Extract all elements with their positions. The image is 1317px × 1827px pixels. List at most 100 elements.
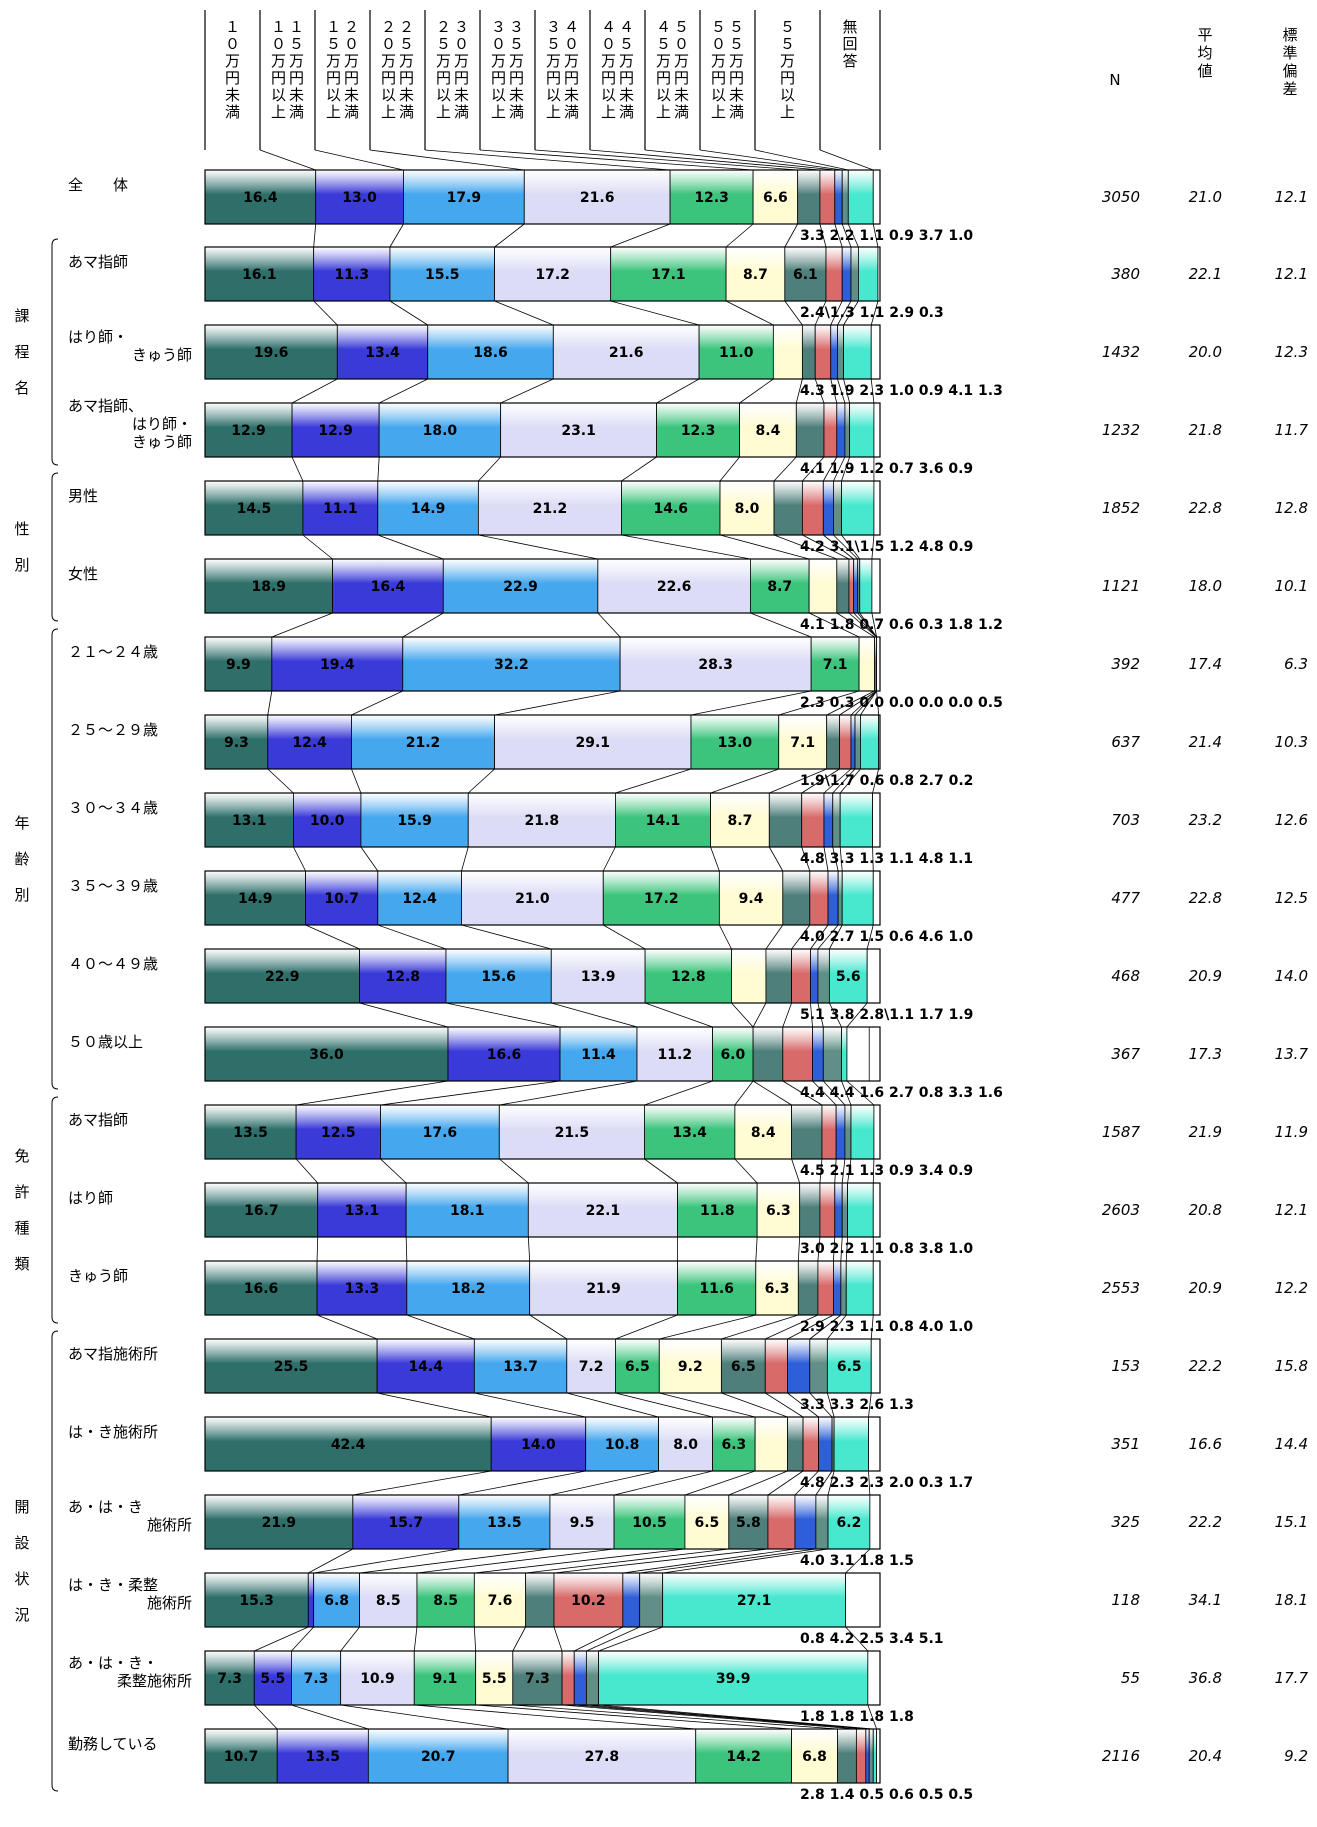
segment-value-label: 15.5 (425, 267, 460, 283)
row-label: きゅう師 (68, 1267, 128, 1285)
header-char: 未 (399, 86, 414, 104)
segment-value-label: 6.8 (802, 1749, 827, 1765)
header-char: １ (289, 18, 304, 36)
connector-line (313, 1548, 459, 1574)
header-char: 万 (344, 52, 359, 70)
segment-value-label: 32.2 (494, 657, 529, 673)
small-values-label: 4.1 1.9 1.2 0.7 3.6 0.9 (800, 461, 973, 477)
stat-mean: 22.8 (1189, 889, 1222, 907)
row-label: あマ指施術所 (68, 1345, 158, 1363)
stat-n: 637 (1111, 733, 1140, 751)
segment-value-label: 13.7 (503, 1359, 538, 1375)
connector-line (787, 1314, 834, 1340)
segment-value-label: 10.5 (632, 1515, 667, 1531)
connector-line (840, 1236, 843, 1262)
connector-line (340, 1704, 509, 1730)
header-char: 以 (711, 86, 726, 104)
bar-segment (475, 1650, 514, 1706)
segment-value-label: 18.2 (451, 1281, 486, 1297)
header-char: ０ (564, 35, 579, 53)
bar-segment (839, 714, 852, 770)
connector-line (752, 1080, 792, 1106)
header-char: 上 (381, 103, 396, 121)
small-values-label: 1.9\1.7 0.6 0.8 2.7 0.2 (800, 773, 973, 789)
bar-segment (734, 1104, 792, 1160)
connector-line (474, 1392, 586, 1418)
stats-row: 468 20.9 14.0 (1111, 967, 1308, 985)
connector-line (615, 1392, 713, 1418)
stats-row: 1432 20.0 12.3 (1102, 343, 1308, 361)
segment-value-label: 15.6 (481, 969, 516, 985)
header-char: ２ (381, 18, 396, 36)
stats-row: 477 22.8 12.5 (1111, 889, 1308, 907)
stat-n: 325 (1111, 1513, 1140, 1531)
connector-line (817, 1002, 824, 1028)
group-label-char: 類 (14, 1255, 29, 1273)
connector-line (860, 690, 877, 716)
bar-segment (841, 1182, 849, 1238)
header-char: ３ (454, 18, 469, 36)
bar-segment (553, 1572, 624, 1628)
connector-line (478, 534, 598, 560)
bar-segment (684, 1494, 730, 1550)
connector-line (308, 1548, 354, 1574)
segment-value-label: 14.2 (726, 1749, 761, 1765)
small-values-label: 4.2 3.1\1.5 1.2 4.8 0.9 (800, 539, 973, 555)
header-char: 以 (601, 86, 616, 104)
connector-line (589, 149, 820, 171)
connector-line (867, 1704, 878, 1730)
bar-segment (529, 1260, 678, 1316)
header-char: 円 (656, 69, 671, 87)
header-char: 万 (271, 52, 286, 70)
header-char: 円 (344, 69, 359, 87)
connector-line (534, 149, 798, 171)
segment-value-label: 28.3 (698, 657, 733, 673)
header-char: 以 (271, 86, 286, 104)
connector-line (845, 1236, 848, 1262)
header-char: ０ (454, 35, 469, 53)
header-char: 万 (564, 52, 579, 70)
header-char: 円 (491, 69, 506, 87)
connector-line (529, 1314, 568, 1340)
segment-value-label: 13.4 (672, 1125, 707, 1141)
connector-line (734, 1158, 758, 1184)
row-label-line: 柔整施術所 (117, 1672, 192, 1690)
connector-line (841, 223, 852, 248)
segment-value-label: 16.1 (242, 267, 277, 283)
header-char: 万 (619, 52, 634, 70)
bar-segment (819, 1182, 836, 1238)
segment-value-label: 21.2 (533, 501, 568, 517)
connector-line (380, 1080, 561, 1106)
row-label: あ・は・き施術所 (68, 1498, 192, 1534)
bar-segment (834, 1182, 843, 1238)
stat-mean: 22.2 (1189, 1513, 1222, 1531)
segment-value-label: 18.9 (252, 579, 287, 595)
connector-line (259, 149, 316, 171)
stat-mean: 22.2 (1189, 1357, 1222, 1375)
header-char: ２ (344, 18, 359, 36)
segment-value-label: 12.3 (681, 423, 716, 439)
connector-line (823, 534, 854, 560)
connector-line (819, 149, 874, 171)
stat-mean: 16.6 (1189, 1435, 1222, 1453)
group-label-char: 年 (14, 814, 29, 832)
bar-segment (490, 1416, 587, 1472)
connector-line (314, 149, 404, 171)
stat-sd: 14.0 (1275, 967, 1308, 985)
connector-line (574, 1626, 624, 1652)
bar-segment (854, 714, 861, 770)
bar-segment (725, 246, 786, 302)
stats-row: 153 22.2 15.8 (1111, 1357, 1308, 1375)
small-values-label: 4.4 4.4 1.6 2.7 0.8 3.3 1.6 (800, 1085, 1003, 1101)
header-char: ４ (601, 18, 616, 36)
small-values-label: 2.4\1.3 1.1 2.9 0.3 (800, 305, 944, 321)
header-char: 未 (729, 86, 744, 104)
bar-segment (817, 1260, 834, 1316)
connector-line (313, 223, 317, 248)
connector-line (293, 846, 306, 872)
connector-line (340, 1626, 360, 1652)
segment-value-label: 39.9 (716, 1671, 751, 1687)
segment-value-label: 22.1 (586, 1203, 621, 1219)
